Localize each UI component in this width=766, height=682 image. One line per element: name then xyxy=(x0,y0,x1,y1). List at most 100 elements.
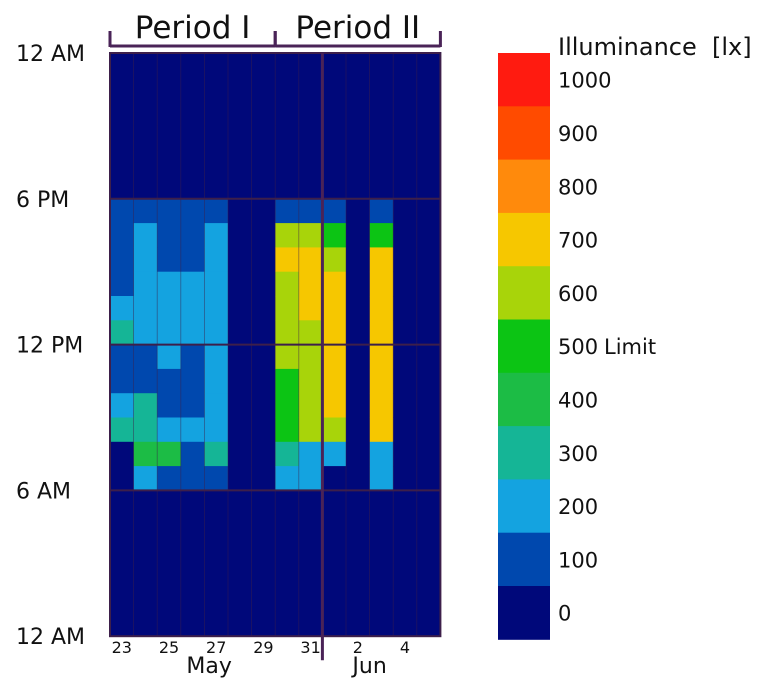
heatmap-cell xyxy=(204,247,229,273)
heatmap-cell xyxy=(346,368,370,394)
heatmap-cell xyxy=(110,174,134,200)
heatmap-cell xyxy=(416,125,441,151)
heatmap-cell xyxy=(251,539,276,564)
heatmap-cell xyxy=(251,344,276,370)
colorbar-tick-label: 900 xyxy=(558,122,598,146)
month-label: Jun xyxy=(350,654,386,679)
heatmap-cell xyxy=(157,125,182,151)
heatmap-cell xyxy=(369,466,394,491)
colorbar-segment xyxy=(498,426,550,480)
heatmap-cell xyxy=(228,441,252,467)
heatmap-cell xyxy=(133,514,158,540)
heatmap-cell xyxy=(275,539,300,564)
heatmap-cell xyxy=(298,368,323,394)
heatmap-cell xyxy=(204,417,229,443)
heatmap-cell xyxy=(275,150,300,175)
heatmap-cell xyxy=(393,393,418,418)
heatmap-cell xyxy=(251,53,276,78)
heatmap-cell xyxy=(204,125,229,151)
heatmap-cell xyxy=(346,150,370,175)
heatmap-cell xyxy=(133,344,158,370)
heatmap-cell xyxy=(110,198,134,224)
heatmap-cell xyxy=(110,150,134,175)
heatmap-cell xyxy=(346,393,370,418)
heatmap-cell xyxy=(275,587,300,613)
heatmap-cell xyxy=(298,150,323,175)
heatmap-cell xyxy=(322,174,347,200)
x-tick-label: 4 xyxy=(400,638,410,657)
heatmap-cell xyxy=(275,417,300,443)
heatmap-cell xyxy=(369,223,394,248)
heatmap-cell xyxy=(298,344,323,370)
heatmap-cell xyxy=(346,441,370,467)
heatmap-cell xyxy=(180,271,205,297)
colorbar-segment xyxy=(498,532,550,587)
heatmap-cell xyxy=(110,441,134,467)
heatmap-cell xyxy=(416,223,441,248)
heatmap-cell xyxy=(416,101,441,127)
heatmap-cell xyxy=(369,53,394,78)
heatmap-cell xyxy=(133,466,158,491)
heatmap-cell xyxy=(110,611,134,637)
heatmap-cell xyxy=(346,296,370,321)
heatmap-cell xyxy=(298,393,323,418)
heatmap-cell xyxy=(110,417,134,443)
heatmap-cell xyxy=(369,417,394,443)
heatmap-cell xyxy=(298,125,323,151)
heatmap-cell xyxy=(180,490,205,516)
heatmap-cell xyxy=(275,77,300,102)
heatmap-cell xyxy=(204,490,229,516)
heatmap-cell xyxy=(251,611,276,637)
heatmap-cell xyxy=(346,320,370,345)
heatmap-cell xyxy=(369,490,394,516)
heatmap-cell xyxy=(110,320,134,345)
heatmap-cell xyxy=(369,150,394,175)
colorbar-tick-label: 0 xyxy=(558,602,571,626)
heatmap-cell xyxy=(322,223,347,248)
heatmap-cell xyxy=(110,125,134,151)
colorbar-limit-label: Limit xyxy=(604,335,656,359)
heatmap-cell xyxy=(251,247,276,273)
heatmap-cell xyxy=(298,563,323,588)
heatmap-cell xyxy=(393,198,418,224)
heatmap-cell xyxy=(298,539,323,564)
heatmap-cell xyxy=(110,77,134,102)
heatmap-cell xyxy=(298,174,323,200)
heatmap-cell xyxy=(346,174,370,200)
heatmap-cell xyxy=(110,539,134,564)
heatmap-cell xyxy=(133,393,158,418)
heatmap-cell xyxy=(369,344,394,370)
y-tick-label: 12 AM xyxy=(16,625,85,650)
colorbar-tick-label: 300 xyxy=(558,442,598,466)
month-label: May xyxy=(186,654,231,679)
heatmap-cell xyxy=(228,490,252,516)
heatmap-cell xyxy=(322,539,347,564)
heatmap-cell xyxy=(322,296,347,321)
heatmap-cell xyxy=(298,466,323,491)
heatmap-cell xyxy=(369,198,394,224)
heatmap-gridlines xyxy=(109,52,442,661)
heatmap-cell xyxy=(346,587,370,613)
heatmap-cell xyxy=(133,587,158,613)
heatmap-cell xyxy=(393,53,418,78)
heatmap-cell xyxy=(275,198,300,224)
heatmap-cell xyxy=(180,296,205,321)
colorbar-tick-label: 500 xyxy=(558,335,598,359)
heatmap-cell xyxy=(393,174,418,200)
heatmap-cell xyxy=(157,587,182,613)
heatmap-cell xyxy=(110,53,134,78)
heatmap-cell xyxy=(228,320,252,345)
heatmap-cell xyxy=(110,490,134,516)
heatmap-cell xyxy=(133,271,158,297)
heatmap-cell xyxy=(133,563,158,588)
heatmap-cell xyxy=(228,539,252,564)
heatmap-cell xyxy=(157,417,182,443)
heatmap-cell xyxy=(133,490,158,516)
heatmap-cell xyxy=(180,77,205,102)
heatmap-cell xyxy=(228,587,252,613)
heatmap-cell xyxy=(251,271,276,297)
heatmap-cell xyxy=(180,320,205,345)
heatmap-cell xyxy=(369,539,394,564)
heatmap-cell xyxy=(251,514,276,540)
